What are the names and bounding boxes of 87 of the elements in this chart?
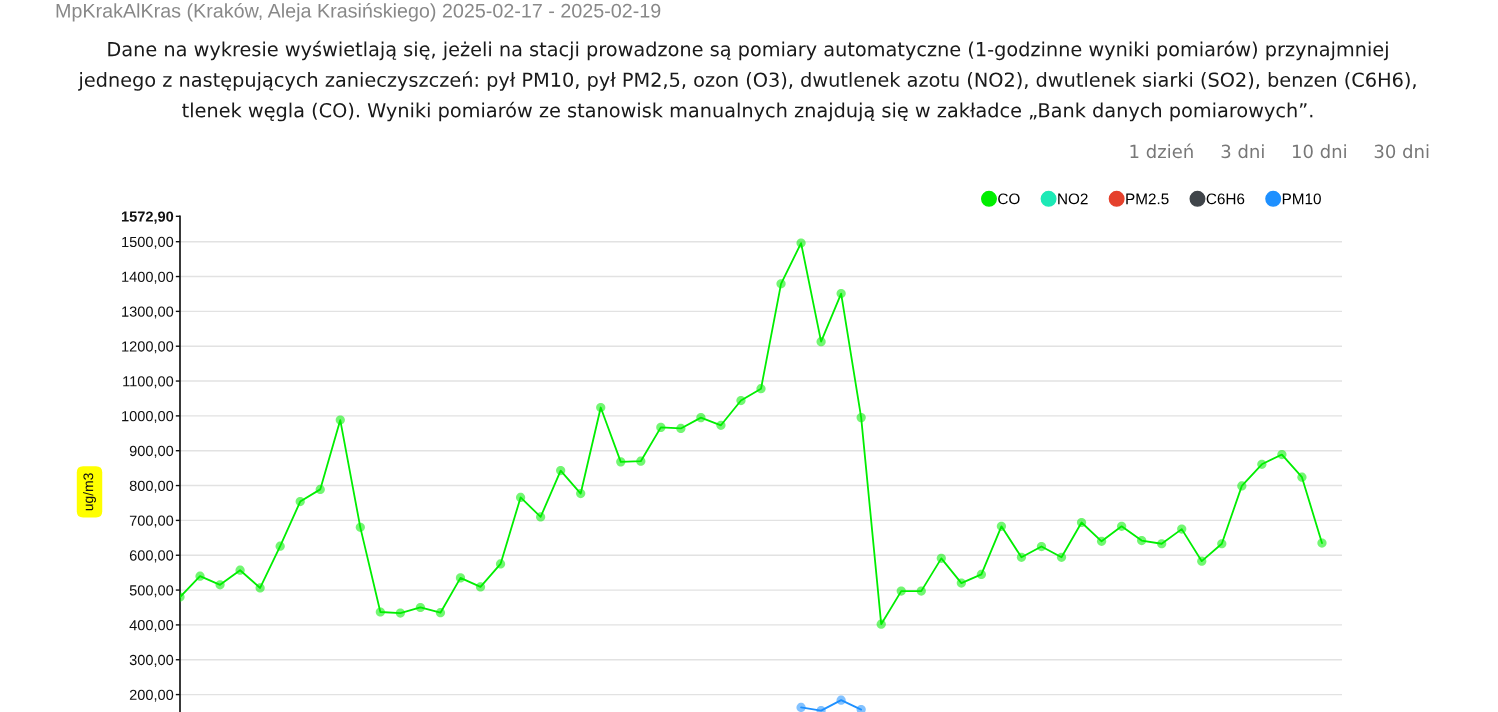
y-tick-label: 900,00 — [129, 445, 174, 458]
point — [515, 492, 526, 503]
y-tick-label: 200,00 — [129, 689, 174, 702]
y-tick-label: 1100,00 — [123, 376, 174, 389]
text: 30 dni — [1374, 144, 1429, 159]
point — [876, 619, 886, 629]
point — [696, 413, 706, 423]
point — [1137, 535, 1147, 546]
point — [596, 402, 606, 413]
y-tick-label: 500,00 — [129, 585, 174, 598]
point — [916, 586, 926, 596]
point — [776, 279, 786, 289]
point — [1297, 472, 1307, 482]
point — [335, 415, 345, 425]
point — [1257, 459, 1267, 469]
text: 1 dzień — [1130, 143, 1193, 159]
point — [295, 496, 305, 507]
point — [816, 337, 826, 347]
point — [676, 423, 686, 434]
y-tick-label: 1400,00 — [122, 271, 174, 284]
y-tick-label: 1000,00 — [122, 410, 174, 424]
point — [716, 420, 726, 430]
point — [896, 586, 906, 596]
point — [836, 695, 846, 705]
point — [636, 456, 646, 466]
point — [235, 565, 245, 575]
point — [455, 573, 466, 583]
point — [315, 484, 325, 494]
legend-label: CO — [998, 193, 1020, 205]
point — [1177, 524, 1187, 534]
y-tick-label: 700,00 — [129, 515, 174, 528]
y-tick-label: 300,00 — [129, 654, 174, 667]
y-tick-label: 1572,90 — [121, 211, 174, 224]
point — [856, 704, 866, 712]
legend-label: NO2 — [1058, 193, 1088, 205]
y-tick-label: 800,00 — [129, 480, 174, 493]
point — [936, 553, 946, 563]
text: 10 dni — [1292, 144, 1346, 159]
point — [1096, 536, 1107, 546]
point — [1197, 556, 1207, 566]
point — [1016, 552, 1027, 562]
y-tick-label: 600,00 — [129, 550, 174, 563]
point — [355, 522, 365, 532]
point — [616, 457, 626, 467]
point — [736, 395, 746, 406]
text: 3 dni — [1221, 144, 1264, 159]
point — [375, 607, 385, 617]
point — [656, 422, 666, 432]
point — [996, 521, 1007, 531]
point — [556, 465, 566, 476]
point — [1157, 539, 1167, 549]
point — [1076, 517, 1087, 528]
point — [1217, 539, 1227, 549]
point — [576, 488, 586, 499]
point — [1277, 449, 1287, 460]
point — [796, 702, 806, 712]
point — [275, 541, 285, 551]
point — [756, 384, 766, 394]
point — [215, 580, 225, 590]
point — [836, 289, 846, 299]
point — [1317, 538, 1327, 548]
point — [495, 559, 506, 569]
legend-label: C6H6 — [1206, 193, 1245, 205]
point — [415, 602, 426, 613]
point — [1036, 541, 1047, 552]
point — [976, 569, 986, 579]
chart-title: MpKrakAlKras (Kraków, Aleja Krasińskiego) 2025-02-17 - 2025-02-19 — [56, 3, 661, 22]
point — [856, 413, 866, 423]
y-tick-label: 1500,00 — [122, 236, 174, 249]
chart-subtitle: Dane na wykresie wyświetlają się, jeżeli na stacji prowadzone są pomiary automatyczne (1-godzinne wyniki pomiarów) przynajmniej jednego z następujących zanieczyszczeń: pył PM10, pył PM2,5, ozon (O3), dwutlenek azotu (NO2), dwutlenek siarki (SO2), benzen (C6H6), tlenek węgla (CO). Wyniki pomiarów ze stanowisk manualnych znajdują się w zakładce „Bank danych pomiarowych”. — [78, 40, 1416, 122]
legend-label: PM10 — [1282, 193, 1321, 205]
y-axis-title: ug/m3 — [83, 473, 96, 511]
point — [195, 571, 205, 581]
y-tick-label: 1200,00 — [122, 341, 174, 354]
point — [1237, 481, 1247, 491]
point — [1117, 521, 1127, 531]
point — [956, 578, 966, 588]
point — [435, 608, 446, 618]
legend-label: PM2.5 — [1126, 193, 1169, 205]
point — [1056, 552, 1067, 562]
point — [255, 583, 265, 593]
point — [475, 582, 486, 592]
point — [796, 238, 806, 248]
y-tick-label: 1300,00 — [122, 306, 174, 319]
y-tick-label: 400,00 — [129, 620, 174, 633]
point — [395, 608, 405, 618]
point — [536, 512, 546, 522]
